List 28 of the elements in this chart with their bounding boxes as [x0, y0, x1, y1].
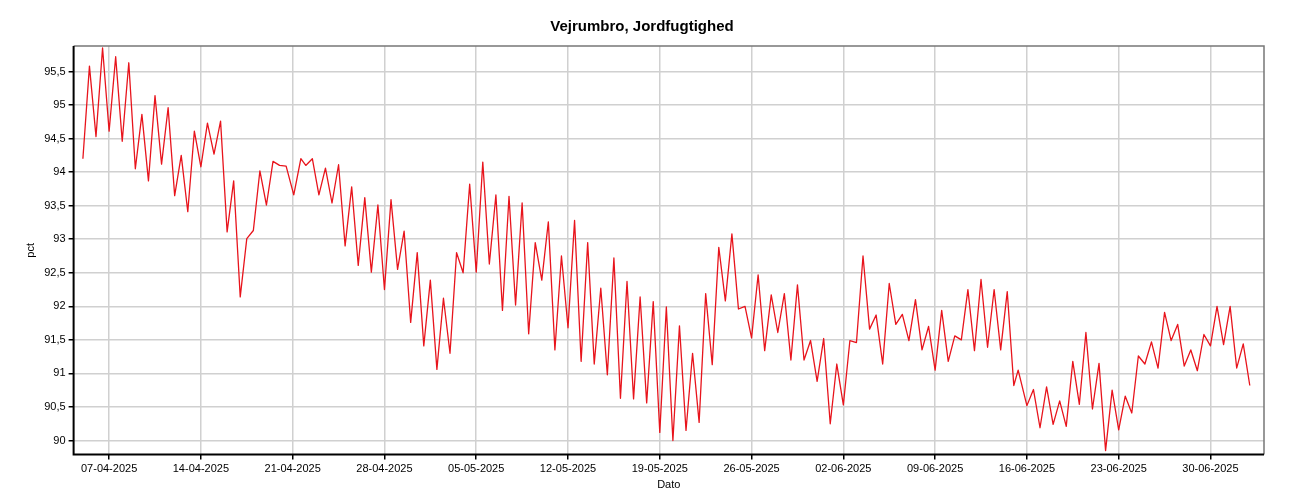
x-tick-label: 19-05-2025	[631, 462, 688, 475]
x-tick-label: 02-06-2025	[815, 462, 872, 475]
x-tick-label: 07-04-2025	[80, 462, 138, 475]
x-axis-title: Dato	[657, 478, 681, 491]
y-tick-label: 95	[53, 98, 66, 111]
x-tick-label: 30-06-2025	[1182, 462, 1239, 475]
x-tick-label: 26-05-2025	[723, 462, 780, 475]
y-tick-label: 90	[53, 433, 66, 446]
x-tick-label: 28-04-2025	[356, 462, 413, 475]
y-tick-label: 91	[53, 366, 66, 379]
x-tick-label: 09-06-2025	[906, 462, 964, 475]
y-tick-label: 92,5	[44, 265, 66, 278]
x-tick-label: 12-05-2025	[539, 462, 597, 475]
chart-title: Vejrumbro, Jordfugtighed	[550, 17, 734, 35]
x-tick-label: 16-06-2025	[998, 462, 1056, 475]
y-tick-label: 93,5	[44, 198, 66, 211]
y-tick-label: 93	[53, 232, 66, 245]
y-tick-label: 94,5	[44, 131, 66, 144]
y-axis-title: pct	[23, 242, 36, 258]
x-tick-label: 14-04-2025	[172, 462, 230, 475]
x-tick-label: 21-04-2025	[264, 462, 321, 475]
x-tick-label: 23-06-2025	[1090, 462, 1147, 475]
y-tick-label: 92	[53, 299, 66, 312]
y-tick-label: 95,5	[44, 64, 66, 77]
y-tick-label: 94	[53, 165, 66, 178]
y-tick-label: 90,5	[44, 399, 66, 412]
x-tick-label: 05-05-2025	[448, 462, 505, 475]
y-tick-label: 91,5	[44, 332, 66, 345]
